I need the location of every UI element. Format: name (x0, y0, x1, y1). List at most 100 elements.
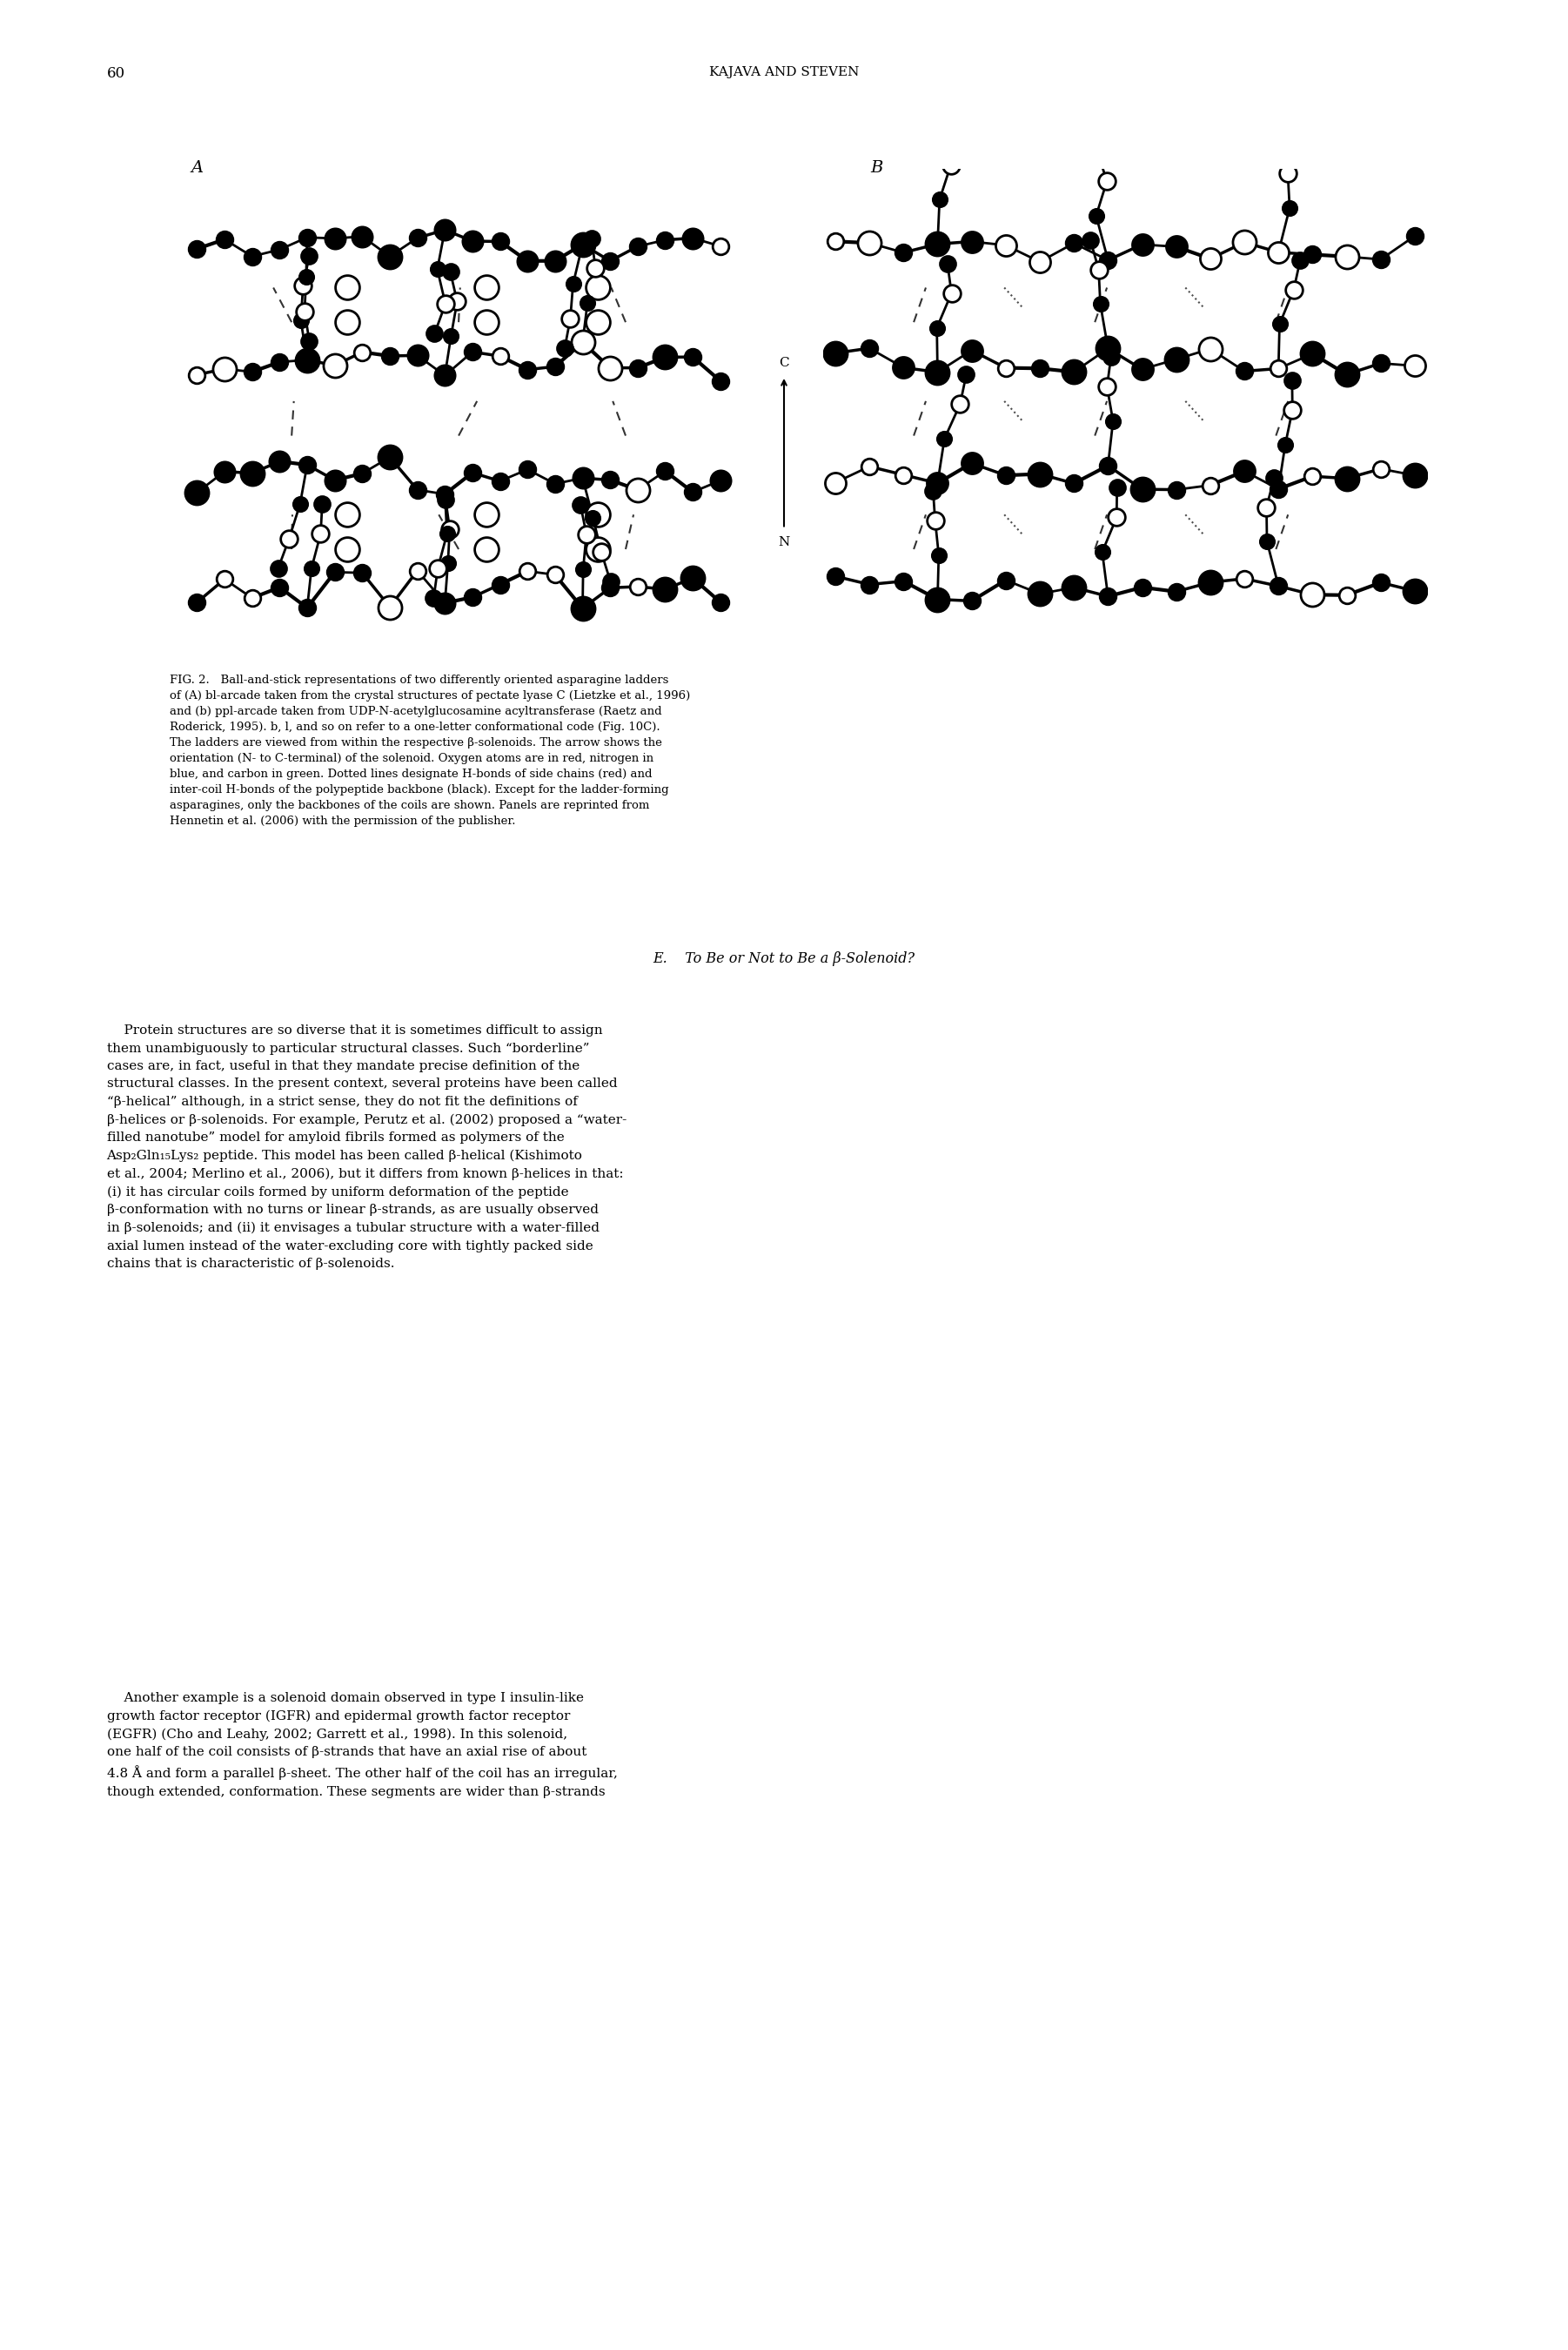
Point (1198, 240, 1223, 277)
Point (212, 559, 237, 597)
Point (307, 515, 332, 552)
Point (1276, 188, 1301, 226)
Point (993, 350, 1018, 388)
Point (681, 472, 706, 510)
Point (1254, 522, 1279, 559)
Point (378, 439, 403, 477)
Point (1163, 341, 1189, 378)
Point (445, 282, 470, 320)
Point (925, 465, 950, 503)
Point (891, 562, 916, 599)
Point (941, 118, 966, 155)
Point (1232, 559, 1258, 597)
Point (1334, 461, 1359, 498)
Point (1402, 456, 1427, 494)
Point (571, 590, 596, 627)
Point (1104, 498, 1129, 536)
Point (276, 519, 301, 557)
Point (580, 498, 605, 536)
Point (960, 583, 985, 620)
Point (1163, 228, 1189, 266)
Point (960, 331, 985, 369)
Point (1077, 221, 1102, 258)
Point (474, 268, 499, 306)
Point (1027, 576, 1052, 613)
Point (436, 545, 461, 583)
Point (560, 266, 585, 303)
Point (321, 552, 347, 590)
Point (1129, 350, 1154, 388)
Point (1402, 348, 1427, 385)
Point (626, 569, 651, 606)
Point (185, 475, 210, 512)
Text: B: B (870, 160, 883, 176)
Text: C: C (779, 357, 789, 369)
Point (931, 421, 956, 458)
Point (1275, 155, 1300, 193)
Point (296, 322, 321, 360)
Point (1198, 564, 1223, 602)
Point (459, 223, 485, 261)
Point (459, 334, 485, 371)
Point (240, 352, 265, 390)
Point (350, 219, 375, 256)
Point (585, 268, 610, 306)
Point (336, 303, 361, 341)
Point (823, 557, 848, 595)
Point (823, 223, 848, 261)
Point (459, 578, 485, 616)
Point (433, 475, 458, 512)
Point (652, 571, 677, 609)
Point (310, 486, 336, 524)
Point (405, 219, 430, 256)
Point (1232, 352, 1258, 390)
Point (267, 230, 292, 268)
Point (1300, 235, 1325, 273)
Point (993, 562, 1018, 599)
Point (1265, 350, 1290, 388)
Point (1273, 425, 1298, 463)
Point (1083, 197, 1109, 235)
Point (583, 249, 608, 287)
Point (488, 463, 513, 501)
Point (378, 336, 403, 374)
Point (652, 338, 677, 376)
Point (1087, 251, 1112, 289)
Point (1090, 533, 1115, 571)
Point (597, 569, 622, 606)
Point (425, 550, 450, 588)
Point (1088, 284, 1113, 322)
Point (185, 230, 210, 268)
Point (1265, 470, 1290, 508)
Point (1232, 223, 1258, 261)
Point (543, 242, 568, 280)
Point (336, 531, 361, 569)
Point (296, 237, 321, 275)
Point (488, 223, 513, 261)
Point (1287, 242, 1312, 280)
Point (891, 348, 916, 385)
Point (433, 284, 458, 322)
Point (1369, 451, 1394, 489)
Point (823, 334, 848, 371)
Point (1163, 470, 1189, 508)
Point (681, 338, 706, 376)
Point (823, 463, 848, 501)
Point (1369, 240, 1394, 277)
Point (185, 355, 210, 392)
Point (543, 465, 568, 503)
Point (1163, 573, 1189, 611)
Point (289, 301, 314, 338)
Point (924, 308, 949, 345)
Point (295, 446, 320, 484)
Point (1300, 576, 1325, 613)
Point (488, 338, 513, 376)
Point (474, 303, 499, 341)
Point (1402, 571, 1427, 609)
Point (626, 228, 651, 266)
Point (935, 244, 960, 282)
Point (1402, 216, 1427, 254)
Point (571, 550, 596, 588)
Point (439, 317, 464, 355)
Point (1096, 578, 1121, 616)
